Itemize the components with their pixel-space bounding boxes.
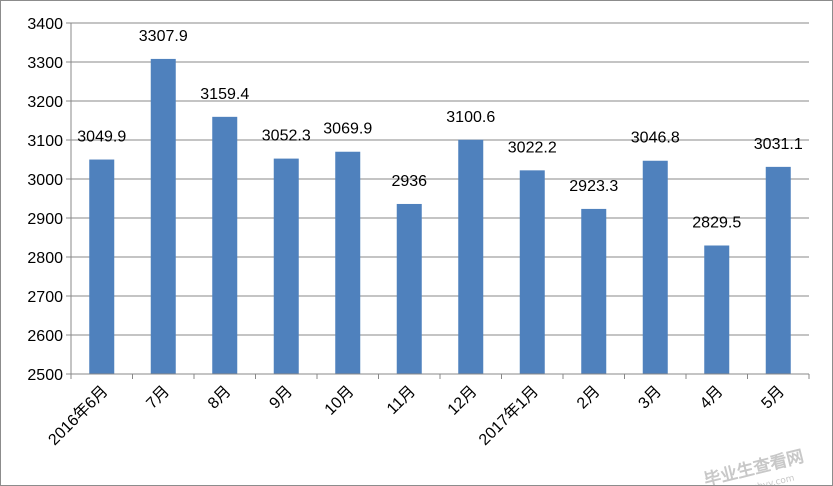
data-label: 2829.5 xyxy=(692,214,741,231)
x-tick-label: 2016年6月 xyxy=(45,382,112,449)
data-label: 2923.3 xyxy=(569,178,618,195)
data-label: 3046.8 xyxy=(631,130,680,147)
bar xyxy=(212,116,238,375)
bar xyxy=(704,245,730,374)
data-label: 3307.9 xyxy=(139,28,188,45)
data-label: 3022.2 xyxy=(508,139,557,156)
data-label: 3031.1 xyxy=(754,136,803,153)
watermark: 毕业生查看网 www.sbvv.com xyxy=(702,446,806,485)
x-tick-label: 2月 xyxy=(574,383,604,413)
y-tick-label: 3300 xyxy=(27,55,63,72)
y-tick-label: 3000 xyxy=(27,172,63,189)
bar xyxy=(396,203,422,374)
x-tick-label: 12月 xyxy=(445,383,481,419)
x-tick-label: 11月 xyxy=(384,383,419,418)
data-label: 3052.3 xyxy=(262,128,311,145)
x-tick-label: 3月 xyxy=(635,383,665,413)
axes xyxy=(70,23,810,379)
bar xyxy=(150,58,176,374)
x-tick-label: 5月 xyxy=(758,383,788,413)
data-label: 3069.9 xyxy=(323,121,372,138)
bar xyxy=(765,166,791,374)
data-label: 3159.4 xyxy=(200,86,249,103)
data-labels: 3049.9 3307.9 3159.4 3052.3 3069.9 2936 3100.6… xyxy=(77,28,803,232)
grid-lines xyxy=(66,22,809,375)
bars xyxy=(89,58,791,375)
y-tick-label: 2500 xyxy=(27,367,63,384)
x-tick-label: 9月 xyxy=(266,383,296,413)
data-label: 3100.6 xyxy=(446,109,495,126)
y-tick-labels: 2500 2600 2700 2800 2900 3000 3100 3200 3300 3400 xyxy=(27,16,63,384)
bar xyxy=(273,158,299,374)
x-tick-label: 4月 xyxy=(697,383,727,413)
y-tick-label: 2700 xyxy=(27,289,63,306)
bar xyxy=(89,159,115,374)
bar xyxy=(335,151,361,374)
y-tick-label: 2900 xyxy=(27,211,63,228)
data-label: 3049.9 xyxy=(77,129,126,146)
data-label: 2936 xyxy=(391,173,427,190)
x-tick-label: 7月 xyxy=(143,383,173,413)
y-tick-label: 3400 xyxy=(27,16,63,33)
y-tick-label: 2800 xyxy=(27,250,63,267)
y-tick-label: 3200 xyxy=(27,94,63,111)
bar xyxy=(458,139,484,374)
bar xyxy=(581,208,607,374)
bar xyxy=(642,160,668,374)
y-tick-label: 2600 xyxy=(27,328,63,345)
x-tick-label: 2017年1月 xyxy=(475,382,542,449)
y-tick-label: 3100 xyxy=(27,133,63,150)
bar xyxy=(519,170,545,374)
x-tick-label: 10月 xyxy=(322,383,358,419)
x-tick-label: 8月 xyxy=(205,383,235,413)
